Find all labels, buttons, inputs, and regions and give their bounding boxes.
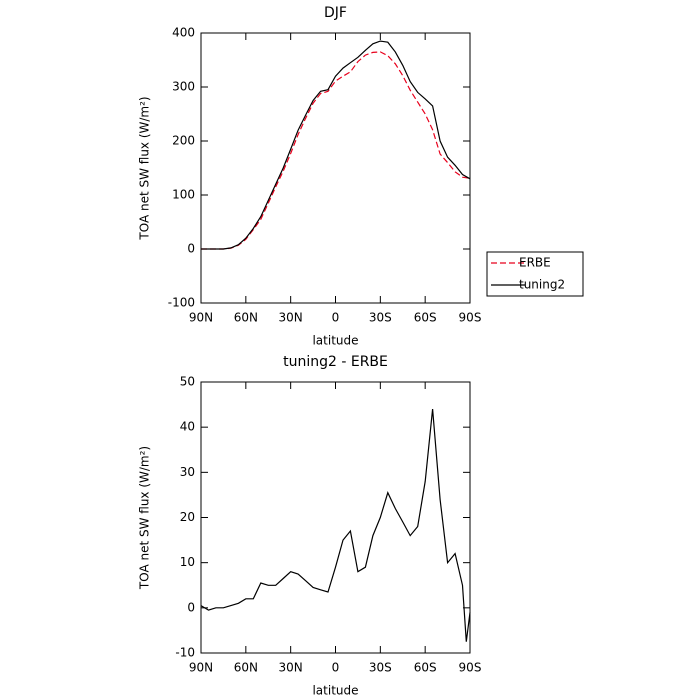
y-tick-label: 40 <box>180 420 195 434</box>
x-tick-label: 30N <box>279 311 303 325</box>
y-tick-label: 300 <box>172 80 195 94</box>
data-line <box>201 51 471 250</box>
x-tick-label: 60N <box>234 311 258 325</box>
y-tick-label: -10 <box>175 646 195 660</box>
x-tick-label: 30S <box>369 661 392 675</box>
chart-title: DJF <box>324 5 347 21</box>
x-tick-label: 60S <box>414 311 437 325</box>
plot-frame <box>200 381 471 654</box>
y-tick-label: 10 <box>180 555 195 569</box>
y-tick-label: 0 <box>187 242 195 256</box>
y-tick-label: 20 <box>180 510 195 524</box>
x-axis-label: latitude <box>312 334 358 348</box>
y-tick-label: 400 <box>172 26 195 40</box>
legend-label: tuning2 <box>519 278 565 292</box>
x-tick-label: 30S <box>369 311 392 325</box>
chart-title: tuning2 - ERBE <box>283 354 388 370</box>
x-tick-label: 90S <box>459 311 482 325</box>
y-tick-label: -100 <box>168 296 195 310</box>
y-tick-label: 100 <box>172 188 195 202</box>
data-line <box>201 40 471 250</box>
x-tick-label: 90N <box>189 661 213 675</box>
legend-box <box>486 251 584 297</box>
y-tick-label: 30 <box>180 465 195 479</box>
x-tick-label: 90N <box>189 311 213 325</box>
x-tick-label: 60S <box>414 661 437 675</box>
y-axis-label: TOA net SW flux (W/m²) <box>138 96 152 240</box>
y-tick-label: 200 <box>172 134 195 148</box>
y-tick-label: 50 <box>180 375 195 389</box>
x-tick-label: 30N <box>279 661 303 675</box>
x-tick-label: 60N <box>234 661 258 675</box>
x-tick-label: 0 <box>332 311 340 325</box>
legend-label: ERBE <box>519 256 551 270</box>
x-axis-label: latitude <box>312 684 358 698</box>
plot-frame <box>200 32 471 304</box>
data-line <box>200 409 471 642</box>
x-tick-label: 0 <box>332 661 340 675</box>
y-axis-label: TOA net SW flux (W/m²) <box>138 446 152 590</box>
x-tick-label: 90S <box>459 661 482 675</box>
y-tick-label: 0 <box>187 600 195 614</box>
